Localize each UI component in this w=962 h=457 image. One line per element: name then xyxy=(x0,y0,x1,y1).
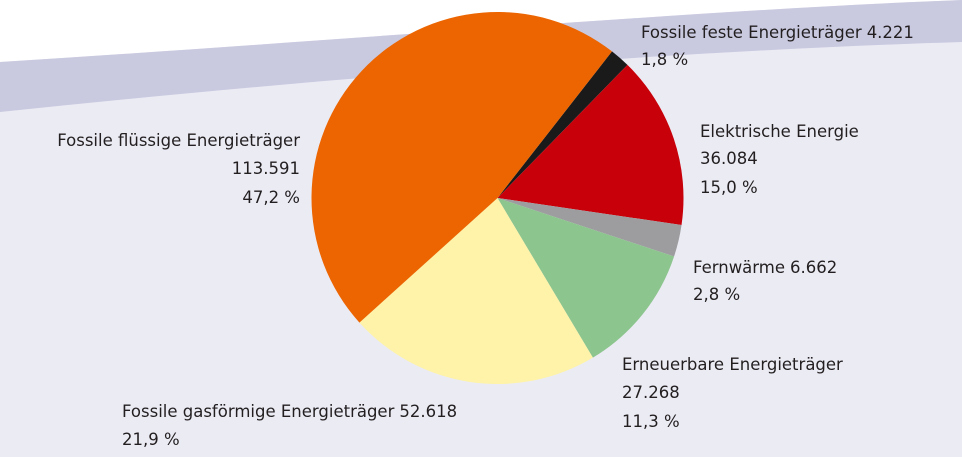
slice-label: 47,2 % xyxy=(242,188,300,207)
label-part: Elektrische Energie xyxy=(700,122,859,141)
background-top xyxy=(0,0,962,62)
label-part: 4.221 xyxy=(867,23,914,42)
label-part: 11,3 % xyxy=(622,412,680,431)
label-part: 47,2 % xyxy=(242,188,300,207)
slice-label: 21,9 % xyxy=(122,430,180,449)
slice-label: Erneuerbare Energieträger xyxy=(622,355,843,374)
slice-label: Fossile gasförmige Energieträger 52.618 xyxy=(122,402,457,421)
label-part: 27.268 xyxy=(622,383,680,402)
label-part: 21,9 % xyxy=(122,430,180,449)
slice xyxy=(311,11,613,323)
slice-label: Fernwärme 6.662 xyxy=(693,258,837,277)
label-part: Fossile gasförmige Energieträger xyxy=(122,402,395,421)
label-part: 2,8 % xyxy=(693,285,740,304)
label-part: Fossile feste Energieträger xyxy=(641,23,862,42)
label-part: 15,0 % xyxy=(700,178,758,197)
label-part: 1,8 % xyxy=(641,50,688,69)
label-part: 52.618 xyxy=(399,402,457,421)
slice-label: 11,3 % xyxy=(622,412,680,431)
label-part: Erneuerbare Energieträger xyxy=(622,355,843,374)
slice-label: Elektrische Energie xyxy=(700,122,859,141)
label-part: Fernwärme xyxy=(693,258,785,277)
label-part: 6.662 xyxy=(790,258,837,277)
slice-label: 1,8 % xyxy=(641,50,688,69)
label-part: Fossile flüssige Energieträger xyxy=(57,131,300,150)
slice xyxy=(497,198,675,358)
slice xyxy=(497,198,682,257)
slice-label: 2,8 % xyxy=(693,285,740,304)
slice-label: Fossile flüssige Energieträger xyxy=(57,131,300,150)
slice-label: 113.591 xyxy=(232,159,300,178)
slice-label: 36.084 xyxy=(700,149,758,168)
slice xyxy=(359,198,593,384)
label-part: 36.084 xyxy=(700,149,758,168)
slice xyxy=(497,51,628,199)
slice-label: 27.268 xyxy=(622,383,680,402)
slice xyxy=(497,64,684,225)
slice-label: 15,0 % xyxy=(700,178,758,197)
label-part: 113.591 xyxy=(232,159,300,178)
slice-label: Fossile feste Energieträger 4.221 xyxy=(641,23,914,42)
